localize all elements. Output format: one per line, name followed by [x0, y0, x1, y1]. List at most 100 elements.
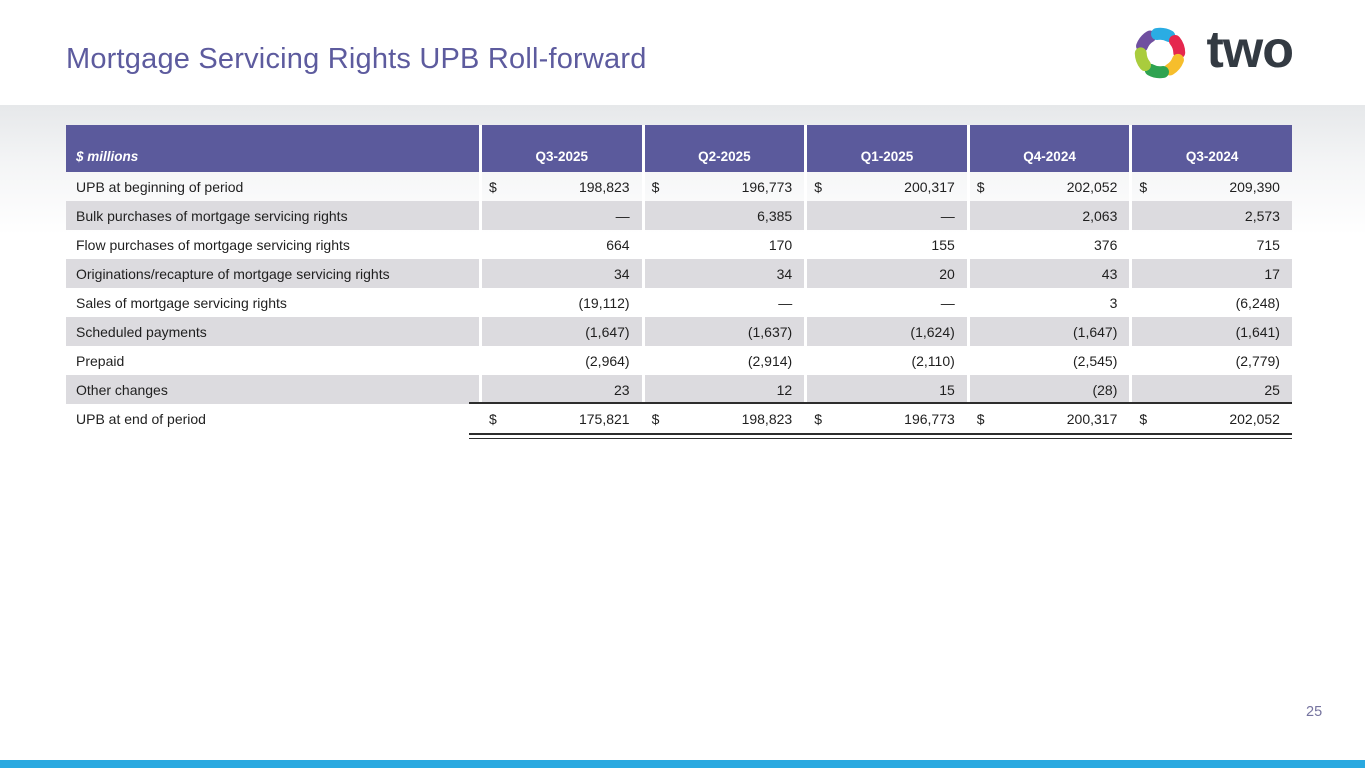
value-cell: (1,641) — [1129, 317, 1292, 346]
value-cell: (19,112) — [479, 288, 642, 317]
row-label: UPB at beginning of period — [76, 178, 244, 195]
cell-value: 2,063 — [1082, 207, 1118, 224]
cell-value: (28) — [1092, 381, 1118, 398]
cell-value: 34 — [614, 265, 630, 282]
cell-value: (1,647) — [1073, 323, 1118, 340]
bottom-accent-bar — [0, 760, 1365, 768]
cell-value: 196,773 — [904, 410, 955, 427]
cell-value: (2,110) — [911, 352, 955, 369]
cell-value: 202,052 — [1066, 178, 1118, 195]
value-cell: 170 — [641, 230, 805, 259]
cell-value: 209,390 — [1229, 178, 1280, 195]
cell-value: 200,317 — [1066, 410, 1118, 427]
company-logo: two — [1127, 20, 1294, 86]
page-number: 25 — [1306, 704, 1323, 720]
table-row: Prepaid (2,964) (2,914) (2,110) (2,545) … — [66, 346, 1292, 375]
value-cell: (1,637) — [641, 317, 805, 346]
cell-value: 376 — [1094, 236, 1118, 253]
value-cell: (2,110) — [804, 346, 967, 375]
row-label: Originations/recapture of mortgage servi… — [66, 259, 479, 288]
row-label: Bulk purchases of mortgage servicing rig… — [66, 201, 479, 230]
column-header-q3-2025: Q3-2025 — [479, 125, 642, 172]
value-cell: (2,914) — [641, 346, 805, 375]
cell-value: — — [940, 207, 955, 224]
cell-value: 15 — [939, 381, 955, 398]
cell-value: (1,637) — [747, 323, 793, 340]
cell-value: 170 — [768, 236, 793, 253]
value-cell: 376 — [966, 230, 1130, 259]
row-label: Flow purchases of mortgage servicing rig… — [76, 236, 350, 253]
logo-segment-lime — [1135, 47, 1152, 72]
cell-value: (2,914) — [747, 352, 793, 369]
cell-value: — — [615, 207, 630, 224]
currency-symbol: $ — [489, 178, 497, 195]
currency-symbol: $ — [489, 410, 497, 427]
column-header-q4-2024: Q4-2024 — [966, 125, 1130, 172]
logo-segment-red — [1169, 34, 1186, 59]
logo-segment-cyan — [1151, 27, 1176, 43]
value-cell: 43 — [966, 259, 1130, 288]
cell-value: (6,248) — [1235, 294, 1280, 311]
column-header-q2-2025: Q2-2025 — [641, 125, 805, 172]
value-cell: (28) — [966, 375, 1130, 404]
value-cell: $198,823 — [641, 404, 805, 433]
column-header-q3-2024: Q3-2024 — [1129, 125, 1292, 172]
cell-value: (2,779) — [1235, 352, 1280, 369]
cell-value: 3 — [1109, 294, 1118, 311]
cell-value: (2,964) — [585, 352, 630, 369]
table-row: Originations/recapture of mortgage servi… — [66, 259, 1292, 288]
value-cell: 664 — [479, 230, 642, 259]
value-cell: 2,573 — [1129, 201, 1292, 230]
cell-value: (1,641) — [1235, 323, 1280, 340]
value-cell: 3 — [966, 288, 1130, 317]
currency-symbol: $ — [976, 410, 985, 427]
currency-symbol: $ — [814, 410, 822, 427]
cell-value: (1,624) — [910, 323, 955, 340]
logo-segment-yellow — [1164, 53, 1185, 76]
row-label: Scheduled payments — [66, 317, 479, 346]
cell-value: 25 — [1264, 381, 1280, 398]
value-cell: (6,248) — [1129, 288, 1292, 317]
total-row-top-rule — [469, 402, 1292, 404]
unit-label: $ millions — [76, 149, 139, 164]
value-cell: $209,390 — [1129, 172, 1292, 201]
value-cell: $175,821 — [479, 404, 642, 433]
value-cell: $200,317 — [966, 404, 1130, 433]
cell-value: 43 — [1101, 265, 1118, 282]
logo-wordmark: two — [1206, 21, 1294, 79]
table-row: Sales of mortgage servicing rights (19,1… — [66, 288, 1292, 317]
value-cell: 12 — [641, 375, 805, 404]
value-cell: 155 — [804, 230, 967, 259]
value-cell: — — [804, 288, 967, 317]
value-cell: (2,545) — [966, 346, 1130, 375]
row-label: UPB at end of period — [76, 410, 206, 427]
logo-segment-purple — [1136, 30, 1157, 53]
value-cell: 17 — [1129, 259, 1292, 288]
currency-symbol: $ — [651, 410, 660, 427]
value-cell: $198,823 — [479, 172, 642, 201]
row-label: Other changes — [66, 375, 479, 404]
value-cell: 25 — [1129, 375, 1292, 404]
value-cell: (2,779) — [1129, 346, 1292, 375]
cell-value: (19,112) — [578, 294, 630, 311]
cell-value: 20 — [939, 265, 955, 282]
value-cell: 2,063 — [966, 201, 1130, 230]
value-cell: (2,964) — [479, 346, 642, 375]
cell-value: 200,317 — [904, 178, 955, 195]
page-title: Mortgage Servicing Rights UPB Roll-forwa… — [66, 43, 647, 75]
column-header-q1-2025: Q1-2025 — [804, 125, 967, 172]
cell-value: 2,573 — [1244, 207, 1280, 224]
cell-value: — — [778, 294, 793, 311]
value-cell: 34 — [641, 259, 805, 288]
value-cell: 715 — [1129, 230, 1292, 259]
cell-value: (1,647) — [585, 323, 630, 340]
value-cell: $202,052 — [966, 172, 1130, 201]
cell-value: 196,773 — [741, 178, 793, 195]
value-cell: 20 — [804, 259, 967, 288]
currency-symbol: $ — [976, 178, 985, 195]
currency-symbol: $ — [651, 178, 660, 195]
value-cell: $196,773 — [641, 172, 805, 201]
value-cell: (1,647) — [966, 317, 1130, 346]
value-cell: — — [641, 288, 805, 317]
value-cell: 34 — [479, 259, 642, 288]
